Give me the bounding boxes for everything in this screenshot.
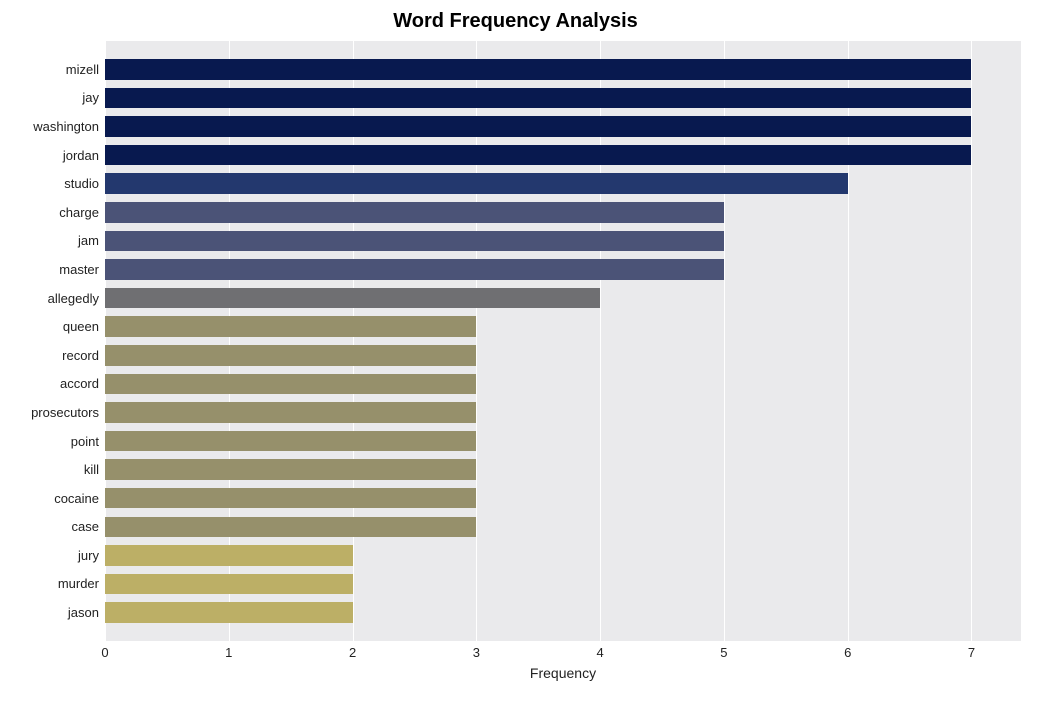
x-axis: 01234567	[105, 641, 1021, 663]
bar	[105, 517, 476, 538]
y-tick-label: prosecutors	[10, 398, 105, 427]
bar-slot	[105, 398, 1021, 427]
x-tick-label: 5	[720, 645, 727, 660]
y-tick-label: cocaine	[10, 484, 105, 513]
bar	[105, 488, 476, 509]
bar-slot	[105, 255, 1021, 284]
y-tick-label: jason	[10, 598, 105, 627]
bar	[105, 545, 353, 566]
y-tick-label: allegedly	[10, 284, 105, 313]
y-tick-label: washington	[10, 112, 105, 141]
bar	[105, 402, 476, 423]
y-tick-label: charge	[10, 198, 105, 227]
bar-slot	[105, 570, 1021, 599]
bar-slot	[105, 169, 1021, 198]
bar-slot	[105, 541, 1021, 570]
x-tick-label: 0	[101, 645, 108, 660]
x-tick-label: 2	[349, 645, 356, 660]
bar	[105, 231, 724, 252]
bar	[105, 202, 724, 223]
x-tick-label: 4	[597, 645, 604, 660]
y-tick-label: queen	[10, 312, 105, 341]
bar-slot	[105, 84, 1021, 113]
bar-slot	[105, 598, 1021, 627]
y-tick-label: record	[10, 341, 105, 370]
bar	[105, 145, 971, 166]
y-tick-label: jay	[10, 84, 105, 113]
bar	[105, 316, 476, 337]
bar	[105, 259, 724, 280]
bar-slot	[105, 455, 1021, 484]
y-tick-label: mizell	[10, 55, 105, 84]
bar	[105, 574, 353, 595]
bar	[105, 173, 848, 194]
bar	[105, 459, 476, 480]
bar	[105, 116, 971, 137]
y-tick-label: jordan	[10, 141, 105, 170]
bars-column	[105, 41, 1021, 641]
bar-slot	[105, 513, 1021, 542]
x-tick-label: 6	[844, 645, 851, 660]
x-tick-label: 1	[225, 645, 232, 660]
bar-slot	[105, 284, 1021, 313]
x-tick-label: 7	[968, 645, 975, 660]
bar-slot	[105, 427, 1021, 456]
bar-slot	[105, 370, 1021, 399]
y-tick-label: master	[10, 255, 105, 284]
y-tick-label: kill	[10, 455, 105, 484]
y-tick-label: point	[10, 427, 105, 456]
bar-slot	[105, 112, 1021, 141]
y-tick-label: jam	[10, 227, 105, 256]
bar	[105, 374, 476, 395]
bar	[105, 88, 971, 109]
bar-slot	[105, 141, 1021, 170]
plot-area: mizelljaywashingtonjordanstudiochargejam…	[10, 41, 1021, 641]
bar-slot	[105, 312, 1021, 341]
bar-slot	[105, 341, 1021, 370]
x-axis-label: Frequency	[105, 665, 1021, 681]
bar	[105, 431, 476, 452]
chart-title: Word Frequency Analysis	[10, 10, 1021, 33]
y-tick-label: murder	[10, 570, 105, 599]
y-tick-label: jury	[10, 541, 105, 570]
word-frequency-chart: Word Frequency Analysis mizelljaywashing…	[0, 0, 1041, 701]
y-tick-label: accord	[10, 370, 105, 399]
x-tick-label: 3	[473, 645, 480, 660]
bar	[105, 288, 600, 309]
y-tick-label: case	[10, 513, 105, 542]
bar	[105, 602, 353, 623]
bar	[105, 59, 971, 80]
bar-slot	[105, 55, 1021, 84]
y-axis: mizelljaywashingtonjordanstudiochargejam…	[10, 41, 105, 641]
bars-region	[105, 41, 1021, 641]
y-tick-label: studio	[10, 169, 105, 198]
bar	[105, 345, 476, 366]
bar-slot	[105, 227, 1021, 256]
bar-slot	[105, 484, 1021, 513]
bar-slot	[105, 198, 1021, 227]
